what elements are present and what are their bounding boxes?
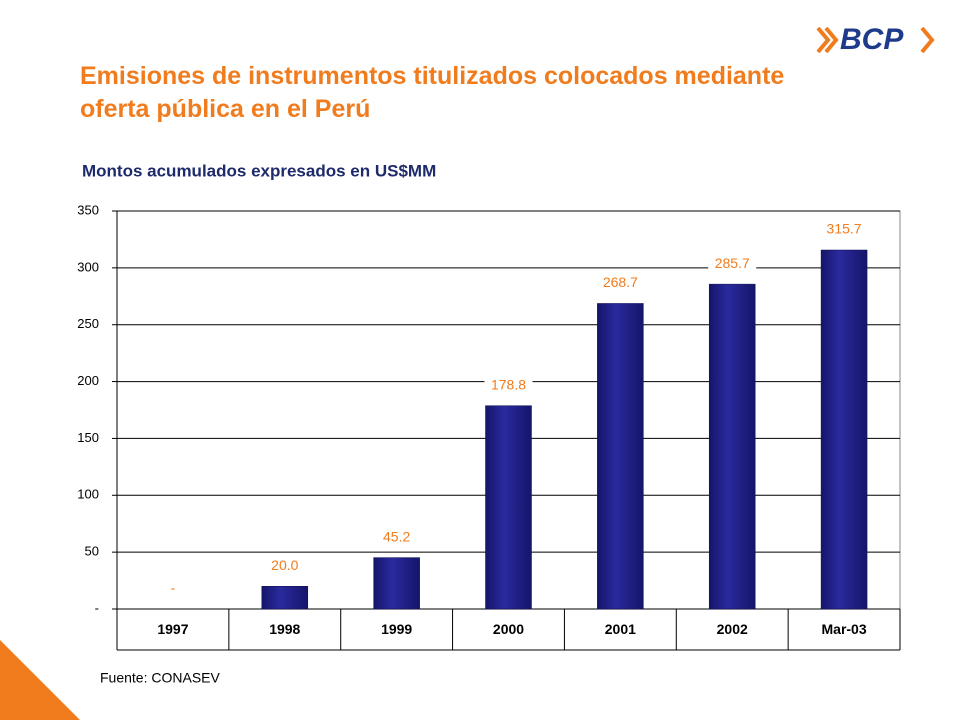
plot: - 50 100 150 200 250 300 350 1997 - 1998 20.0 1999 45…	[77, 202, 901, 651]
bar	[820, 249, 868, 610]
bar	[708, 283, 756, 610]
value-label-bg	[372, 527, 421, 548]
chart-subtitle: Montos acumulados expresados en US$MM	[82, 161, 436, 180]
y-tick-label: 50	[85, 544, 99, 559]
x-tick-label: 2001	[605, 621, 636, 637]
source-note: Fuente: CONASEV	[100, 670, 220, 686]
value-label-bg	[148, 579, 197, 599]
bar	[261, 586, 309, 610]
value-label-bg	[260, 556, 309, 577]
y-tick-label: 100	[77, 487, 99, 502]
value-label-bg	[708, 254, 757, 275]
y-tick-label: 150	[77, 430, 99, 445]
bar	[373, 557, 420, 610]
corner-decoration	[0, 640, 80, 720]
title-box: Emisiones de instrumentos titulizados co…	[80, 62, 785, 123]
y-tick-label: 350	[77, 202, 99, 217]
x-tick-label: Mar-03	[822, 621, 867, 637]
y-tick-label: 200	[77, 373, 99, 388]
chart-title: Emisiones de instrumentos titulizados co…	[80, 62, 785, 123]
value-label-bg	[596, 273, 645, 294]
x-tick-label: 1997	[157, 621, 188, 637]
value-label: -	[171, 580, 176, 596]
x-tick-label: 2002	[717, 621, 748, 637]
value-label: 315.7	[827, 221, 862, 237]
value-label-bg	[484, 375, 533, 396]
value-label: 285.7	[715, 255, 750, 271]
logo: BCP	[816, 23, 935, 56]
y-tick-label: -	[95, 600, 99, 615]
value-label: 268.7	[603, 274, 638, 290]
logo-text: BCP	[840, 23, 904, 56]
bar	[597, 303, 644, 610]
value-label: 45.2	[383, 528, 410, 544]
bar	[485, 405, 532, 610]
x-tick-label: 1998	[269, 621, 300, 637]
y-tick-label: 300	[77, 259, 99, 274]
x-tick-label: 1999	[381, 621, 412, 637]
value-label: 20.0	[271, 557, 298, 573]
value-label: 178.8	[491, 376, 526, 392]
value-label-bg	[820, 220, 869, 241]
x-tick-label: 2000	[493, 621, 524, 637]
y-tick-label: 250	[77, 316, 99, 331]
